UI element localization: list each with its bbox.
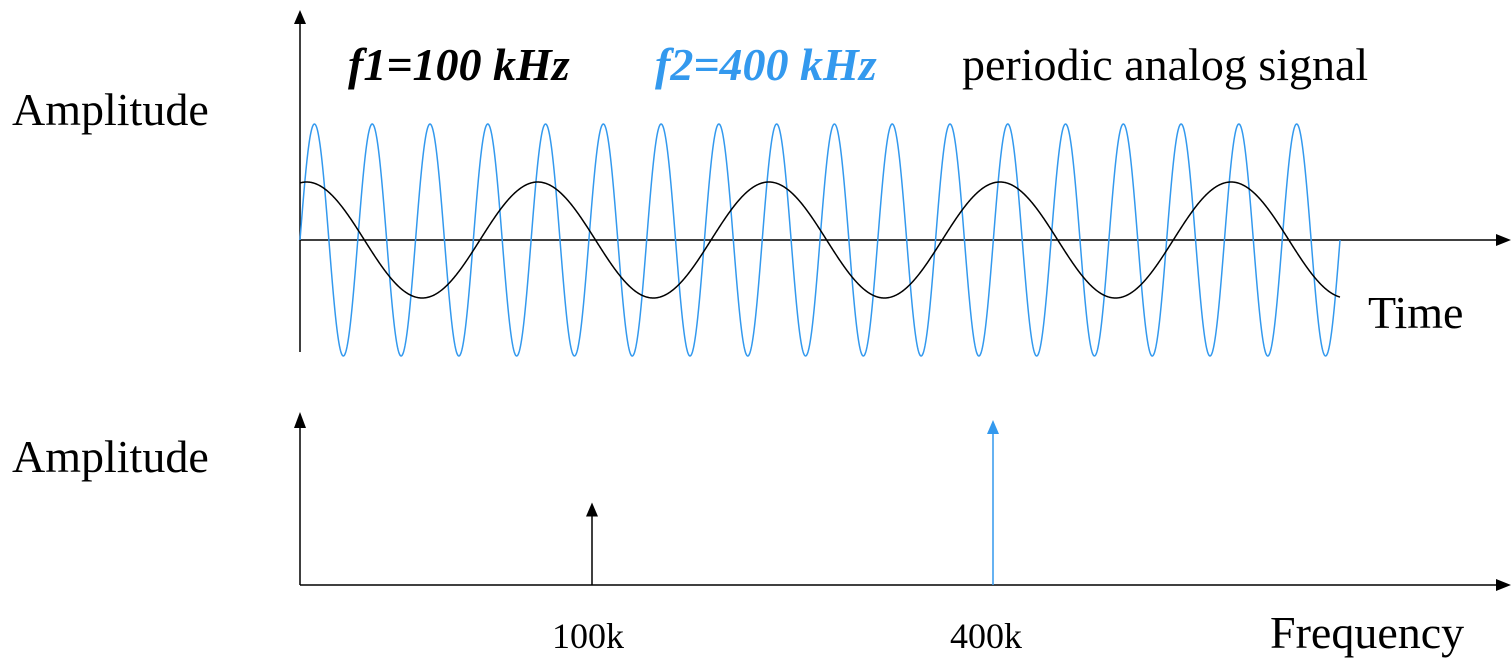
wave-f1-line [299,181,1341,299]
time-x-axis-arrow-icon [1496,234,1511,246]
f1-title: f1=100 kHz [348,39,570,90]
tick-label-400k: 400k [950,616,1022,656]
tick-label-100k: 100k [552,616,624,656]
freq-y-axis-arrow-icon [294,412,306,428]
f2-title: f2=400 kHz [655,39,877,90]
time-x-axis-label: Time [1368,287,1463,338]
time-y-axis-label: Amplitude [12,84,209,135]
freq-y-axis-label: Amplitude [12,431,209,482]
freq-x-axis-label: Frequency [1270,607,1464,658]
spectrum-lines [586,420,999,585]
spectrum-arrow-100k-icon [586,502,598,517]
time-y-axis-arrow-icon [294,10,306,24]
signal-description: periodic analog signal [962,39,1368,90]
freq-x-axis-arrow-icon [1496,579,1511,591]
wave-f2-line [299,123,1341,357]
spectrum-arrow-400k-icon [987,420,999,434]
